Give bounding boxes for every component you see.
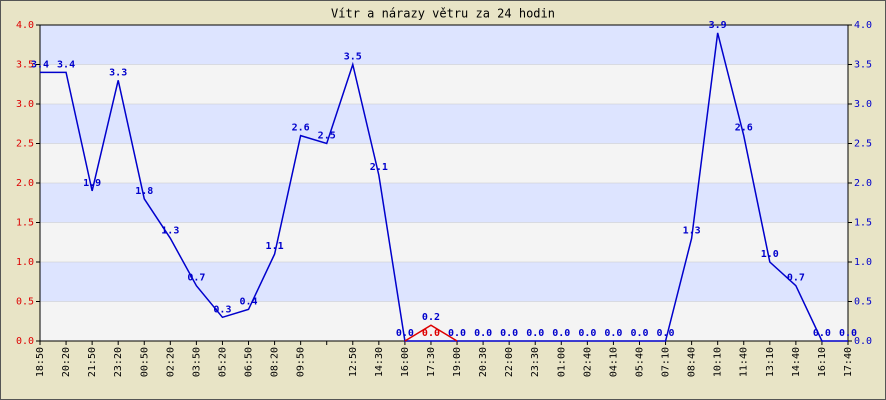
data-label: 1.0	[761, 249, 779, 260]
y2-tick-label: 2.5	[854, 139, 872, 150]
y2-tick-label: 0.0	[854, 336, 872, 347]
series-line	[404, 324, 458, 342]
data-label: 2.6	[292, 123, 310, 134]
data-label: 0.0	[578, 328, 596, 339]
data-label: 3.4	[31, 59, 49, 70]
x-tick-label: 16:00	[400, 347, 411, 377]
data-label: 0.7	[787, 273, 805, 284]
chart-title: Vítr a nárazy větru za 24 hodin	[331, 7, 555, 21]
x-tick-label: 02:20	[165, 347, 176, 377]
y-tick-label: 1.5	[16, 218, 34, 229]
y-tick-label: 3.5	[16, 60, 34, 71]
y-tick-label: 3.0	[16, 99, 34, 110]
data-label: 0.0	[526, 328, 544, 339]
y-tick-label: 4.0	[16, 20, 34, 31]
grid-band	[40, 104, 848, 144]
y2-tick-label: 3.5	[854, 60, 872, 71]
data-label: 0.3	[213, 304, 231, 315]
x-tick-label: 18:50	[35, 347, 46, 377]
data-label: 0.0	[396, 328, 414, 339]
data-label: 3.4	[57, 59, 75, 70]
data-label: 1.3	[683, 225, 701, 236]
x-tick-label: 05:40	[634, 347, 645, 377]
grid-band	[40, 262, 848, 302]
y2-tick-label: 0.5	[854, 297, 872, 308]
x-tick-label: 00:50	[139, 347, 150, 377]
x-tick-label: 12:50	[348, 347, 359, 377]
data-label: 0.2	[422, 312, 440, 323]
data-label: 2.5	[318, 131, 336, 142]
x-tick-label: 21:50	[87, 347, 98, 377]
y-tick-label: 0.5	[16, 297, 34, 308]
data-label: 1.9	[83, 178, 101, 189]
series-line	[40, 32, 848, 342]
data-label: 0.7	[187, 273, 205, 284]
x-tick-label: 19:00	[452, 347, 463, 377]
x-tick-label: 22:00	[504, 347, 515, 377]
data-label: 3.5	[344, 52, 362, 63]
grid-band	[40, 143, 848, 183]
y2-tick-label: 1.0	[854, 257, 872, 268]
x-tick-label: 07:10	[661, 347, 672, 377]
x-tick-label: 14:30	[374, 347, 385, 377]
data-label: 0.4	[239, 296, 257, 307]
data-label: 0.0	[474, 328, 492, 339]
data-label: 0.0	[813, 328, 831, 339]
y-tick-label: 2.0	[16, 178, 34, 189]
x-tick-label: 02:40	[582, 347, 593, 377]
x-tick-label: 06:50	[244, 347, 255, 377]
y2-tick-label: 3.0	[854, 99, 872, 110]
data-label: 1.3	[161, 225, 179, 236]
y2-tick-label: 1.5	[854, 218, 872, 229]
data-label: 2.1	[370, 162, 388, 173]
grid-band	[40, 183, 848, 223]
x-tick-label: 17:30	[426, 347, 437, 377]
data-label: 0.0	[604, 328, 622, 339]
x-tick-label: 16:10	[817, 347, 828, 377]
x-tick-label: 04:10	[608, 347, 619, 377]
data-label: 0.0	[448, 328, 466, 339]
grid-band	[40, 25, 848, 65]
x-tick-label: 23:20	[113, 347, 124, 377]
data-label: 0.0	[839, 328, 857, 339]
y2-tick-label: 2.0	[854, 178, 872, 189]
data-label: 3.3	[109, 67, 127, 78]
x-tick-label: 09:50	[296, 347, 307, 377]
x-tick-label: 10:10	[713, 347, 724, 377]
x-tick-label: 17:40	[843, 347, 854, 377]
x-tick-label: 03:50	[191, 347, 202, 377]
x-tick-label: 20:30	[478, 347, 489, 377]
grid-band	[40, 222, 848, 262]
x-tick-label: 11:40	[739, 347, 750, 377]
data-label: 0.0	[500, 328, 518, 339]
data-label: 3.9	[709, 20, 727, 31]
x-tick-label: 01:00	[556, 347, 567, 377]
data-label: 2.6	[735, 123, 753, 134]
data-label: 0.0	[422, 328, 440, 339]
y-tick-label: 2.5	[16, 139, 34, 150]
x-tick-label: 23:30	[530, 347, 541, 377]
x-tick-label: 14:40	[791, 347, 802, 377]
data-label: 0.0	[630, 328, 648, 339]
data-label: 1.1	[266, 241, 284, 252]
grid-band	[40, 301, 848, 341]
x-tick-label: 08:20	[270, 347, 281, 377]
x-tick-label: 20:20	[61, 347, 72, 377]
data-label: 0.0	[552, 328, 570, 339]
y2-tick-label: 4.0	[854, 20, 872, 31]
x-tick-label: 05:20	[217, 347, 228, 377]
y-tick-label: 0.0	[16, 336, 34, 347]
x-tick-label: 08:40	[687, 347, 698, 377]
data-label: 0.0	[657, 328, 675, 339]
y-tick-label: 1.0	[16, 257, 34, 268]
data-label: 1.8	[135, 186, 153, 197]
x-tick-label: 13:10	[765, 347, 776, 377]
